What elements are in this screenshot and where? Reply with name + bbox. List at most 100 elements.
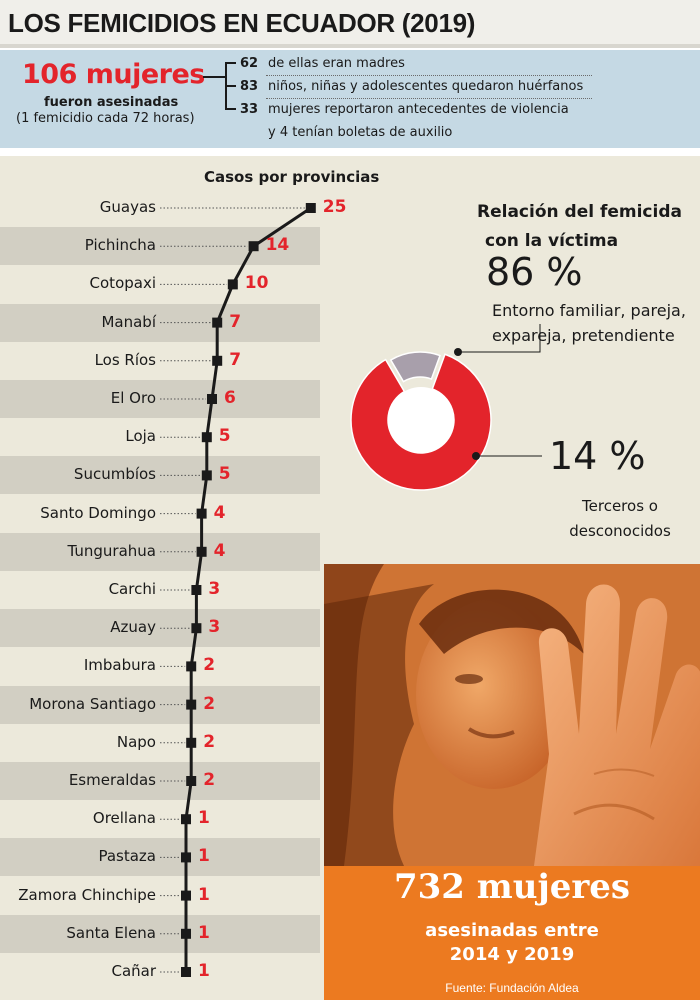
value-label: 2 xyxy=(203,693,216,714)
value-label: 7 xyxy=(229,349,242,370)
category-label: Cotopaxi xyxy=(89,274,156,293)
stat-text: mujeres reportaron antecedentes de viole… xyxy=(268,102,569,117)
caption-box xyxy=(324,866,700,1000)
percent-family: 86 % xyxy=(486,250,583,294)
callout-line-family xyxy=(458,324,541,353)
category-label: Napo xyxy=(116,732,156,751)
value-label: 4 xyxy=(213,540,226,561)
callout-dot-family xyxy=(454,348,462,356)
percent-strangers: 14 % xyxy=(549,434,646,478)
category-label: Santo Domingo xyxy=(40,503,156,522)
value-label: 5 xyxy=(218,426,231,447)
data-point xyxy=(248,241,259,252)
stop-hand-photo: 732 mujeres asesinadas entre 2014 y 2019… xyxy=(324,564,700,1000)
category-label: Pichincha xyxy=(84,236,156,255)
value-label: 5 xyxy=(218,464,231,485)
summary-panel: 106 mujeres fueron asesinadas (1 femicid… xyxy=(0,50,700,148)
family-description: Entorno familiar, pareja, expareja, pret… xyxy=(492,298,686,348)
province-line-chart xyxy=(160,203,542,977)
data-point xyxy=(191,623,202,634)
relation-title-line2: con la víctima xyxy=(485,231,619,251)
value-label: 1 xyxy=(198,961,210,981)
chart-title: Casos por provincias xyxy=(204,168,380,186)
value-label: 2 xyxy=(203,655,216,676)
value-label: 10 xyxy=(244,273,269,294)
main-panel: Casos por provincias Guayas 25 Pichincha 14… xyxy=(0,156,700,1000)
data-point xyxy=(186,776,197,786)
callout-dot-strangers xyxy=(472,452,480,460)
data-point xyxy=(212,317,223,328)
family-description-line2: expareja, pretendiente xyxy=(492,326,675,345)
value-label: 14 xyxy=(265,235,290,256)
summary-line1: fueron asesinadas xyxy=(44,95,179,110)
value-label: 7 xyxy=(229,311,242,332)
summary-headline: 106 mujeres xyxy=(22,59,205,90)
stat-number: 33 xyxy=(240,102,259,117)
strangers-description-line1: Terceros o xyxy=(582,497,658,515)
data-point xyxy=(191,585,202,595)
data-point xyxy=(186,699,197,710)
category-label: Sucumbíos xyxy=(73,465,156,484)
total-headline: 732 mujeres xyxy=(393,867,631,907)
summary-bracket xyxy=(203,62,236,110)
category-label: Zamora Chinchipe xyxy=(18,885,156,904)
category-label: Imbabura xyxy=(83,656,156,675)
stat-text-continued: y 4 tenían boletas de auxilio xyxy=(268,125,453,140)
category-label: Manabí xyxy=(101,312,156,331)
data-point xyxy=(227,279,238,290)
data-point xyxy=(181,967,191,977)
data-point xyxy=(181,890,191,901)
data-point xyxy=(181,852,191,863)
stat-divider xyxy=(266,75,592,76)
category-label: Pastaza xyxy=(98,847,156,866)
value-label: 1 xyxy=(198,922,210,943)
photo-illustration xyxy=(324,564,700,866)
data-point xyxy=(186,737,197,748)
donut-hole xyxy=(388,387,454,453)
category-label: Santa Elena xyxy=(66,923,156,942)
data-point xyxy=(196,508,207,519)
data-point xyxy=(181,928,191,939)
value-label: 1 xyxy=(198,884,210,905)
value-label: 4 xyxy=(213,502,226,523)
total-caption-line2: 2014 y 2019 xyxy=(449,944,575,965)
stat-number: 62 xyxy=(240,56,259,71)
data-point xyxy=(201,470,212,481)
summary-line2: (1 femicidio cada 72 horas) xyxy=(16,111,195,126)
stat-divider xyxy=(266,98,592,99)
data-point xyxy=(212,355,223,366)
category-label: Carchi xyxy=(108,580,156,598)
category-label: Tungurahua xyxy=(67,541,157,560)
data-point xyxy=(186,661,197,672)
value-label: 2 xyxy=(203,770,216,790)
value-label: 6 xyxy=(224,388,236,408)
title-bar: LOS FEMICIDIOS EN ECUADOR (2019) xyxy=(0,0,700,48)
data-point xyxy=(181,814,191,825)
stat-number: 83 xyxy=(240,79,259,94)
data-point xyxy=(305,203,316,213)
category-label: Orellana xyxy=(92,809,156,828)
value-label: 25 xyxy=(322,197,347,217)
value-label: 3 xyxy=(208,579,221,599)
stat-text: niños, niñas y adolescentes quedaron hué… xyxy=(268,79,584,94)
category-label: Guayas xyxy=(99,198,156,216)
section-divider xyxy=(0,148,700,156)
value-label: 1 xyxy=(198,808,210,829)
source-note: Fuente: Fundación Aldea xyxy=(445,981,579,995)
value-label: 2 xyxy=(203,731,216,752)
category-label: Los Ríos xyxy=(94,350,156,369)
stat-text: de ellas eran madres xyxy=(268,56,405,71)
category-label: El Oro xyxy=(110,389,156,407)
strangers-description: Terceros o desconocidos xyxy=(545,494,695,544)
total-caption: asesinadas entre 2014 y 2019 xyxy=(324,919,700,967)
data-point xyxy=(207,394,217,404)
data-point xyxy=(201,432,212,443)
category-label: Cañar xyxy=(111,962,156,980)
family-description-line1: Entorno familiar, pareja, xyxy=(492,301,686,320)
value-label: 3 xyxy=(208,617,221,638)
category-label: Loja xyxy=(125,427,156,446)
relation-title: Relación del femicida con la víctima xyxy=(477,198,682,256)
category-label: Azuay xyxy=(110,618,156,637)
pie-slice-strangers xyxy=(389,351,441,383)
